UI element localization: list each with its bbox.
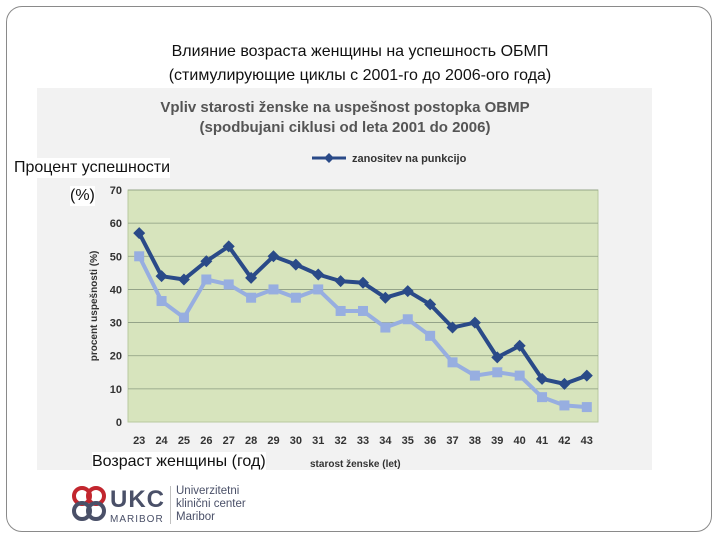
x-tick-label: 28 — [245, 435, 257, 447]
y-tick-label: 10 — [110, 384, 122, 396]
data-point — [492, 367, 503, 378]
x-axis-title: starost ženske (let) — [310, 459, 401, 470]
x-tick-label: 34 — [379, 435, 392, 447]
data-point — [334, 275, 347, 288]
data-point — [313, 284, 324, 295]
data-point — [402, 314, 413, 325]
data-point — [425, 330, 436, 341]
y-tick-label: 60 — [110, 218, 122, 230]
data-point — [401, 285, 414, 298]
slide-title: Влияние возраста женщины на успешность О… — [0, 40, 720, 88]
data-point — [268, 284, 279, 295]
legend-marker — [324, 153, 334, 163]
slide-title-line1: Влияние возраста женщины на успешность О… — [171, 43, 549, 60]
data-point — [514, 370, 525, 381]
data-point — [491, 351, 504, 364]
y-axis-title: procent uspešnosti (%) — [89, 251, 100, 362]
ukc-logo: UKC MARIBOR Univerzitetni klinični cente… — [70, 484, 270, 528]
y-tick-label: 40 — [110, 284, 122, 296]
data-point — [290, 292, 301, 303]
y-tick-label: 30 — [110, 318, 122, 330]
data-point — [223, 279, 234, 290]
x-tick-label: 41 — [536, 435, 548, 447]
x-tick-label: 25 — [178, 435, 190, 447]
x-tick-label: 35 — [402, 435, 414, 447]
y-tick-label: 70 — [110, 185, 122, 197]
data-point — [513, 339, 526, 352]
data-point — [581, 402, 592, 413]
chart-subtitle: (spodbujani ciklusi od leta 2001 do 2006… — [200, 119, 491, 136]
x-tick-label: 42 — [558, 435, 570, 447]
data-point — [357, 276, 369, 289]
data-point — [380, 322, 391, 333]
x-tick-label: 29 — [267, 435, 279, 447]
x-tick-label: 32 — [334, 435, 346, 447]
data-point — [446, 321, 459, 334]
data-point — [358, 305, 368, 316]
ylabel-ru-line1: Процент успешности — [14, 158, 171, 178]
y-tick-label: 20 — [110, 351, 122, 363]
data-point — [178, 312, 189, 323]
x-tick-label: 38 — [469, 435, 481, 447]
data-point — [468, 316, 481, 329]
data-point — [379, 291, 392, 304]
data-point — [559, 400, 570, 411]
data-point — [134, 251, 145, 262]
data-point — [312, 268, 325, 281]
ylabel-ru-line2: (%) — [70, 186, 95, 206]
y-tick-label: 0 — [116, 417, 122, 429]
data-point — [537, 392, 548, 403]
x-tick-label: 27 — [223, 435, 235, 447]
x-tick-label: 31 — [312, 435, 324, 447]
slide-title-line2: (стимулирующие циклы с 2001-го до 2006-о… — [168, 67, 552, 84]
data-point — [245, 271, 258, 284]
data-point — [580, 369, 593, 382]
data-point — [469, 370, 480, 381]
x-tick-label: 43 — [581, 435, 593, 447]
data-point — [155, 270, 168, 283]
logo-name-line2: klinični center — [176, 498, 246, 510]
data-point — [267, 250, 280, 263]
data-point — [335, 305, 346, 316]
data-point — [558, 377, 571, 390]
logo-divider — [170, 486, 171, 524]
logo-mark-icon — [72, 486, 106, 521]
x-tick-label: 26 — [200, 435, 212, 447]
slide-frame — [6, 6, 712, 532]
x-tick-label: 36 — [424, 435, 436, 447]
logo-ukc-text: UKC — [110, 486, 165, 513]
data-point — [424, 298, 437, 311]
data-point — [156, 296, 167, 307]
x-tick-label: 30 — [290, 435, 302, 447]
x-tick-label: 40 — [514, 435, 526, 447]
logo-name: Univerzitetni klinični center Maribor — [176, 485, 246, 524]
x-tick-label: 33 — [357, 435, 369, 447]
data-point — [447, 357, 458, 368]
legend-label: zanositev na punkcijo — [352, 153, 467, 165]
logo-maribor-text: MARIBOR — [110, 514, 164, 525]
xlabel-ru: Возраст женщины (год) — [92, 452, 266, 472]
data-point — [246, 292, 257, 303]
data-point — [536, 372, 549, 385]
logo-name-line3: Maribor — [176, 511, 215, 523]
data-point — [201, 274, 212, 285]
data-point — [222, 240, 235, 253]
data-point — [177, 273, 190, 286]
x-tick-label: 24 — [155, 435, 168, 447]
x-tick-label: 39 — [491, 435, 503, 447]
x-tick-label: 23 — [133, 435, 145, 447]
logo-name-line1: Univerzitetni — [176, 485, 240, 497]
x-tick-label: 37 — [446, 435, 458, 447]
y-tick-label: 50 — [110, 251, 122, 263]
data-point — [133, 227, 146, 240]
data-point — [200, 255, 213, 268]
data-point — [289, 258, 302, 271]
chart-title: Vpliv starosti ženske na uspešnost posto… — [160, 99, 529, 116]
